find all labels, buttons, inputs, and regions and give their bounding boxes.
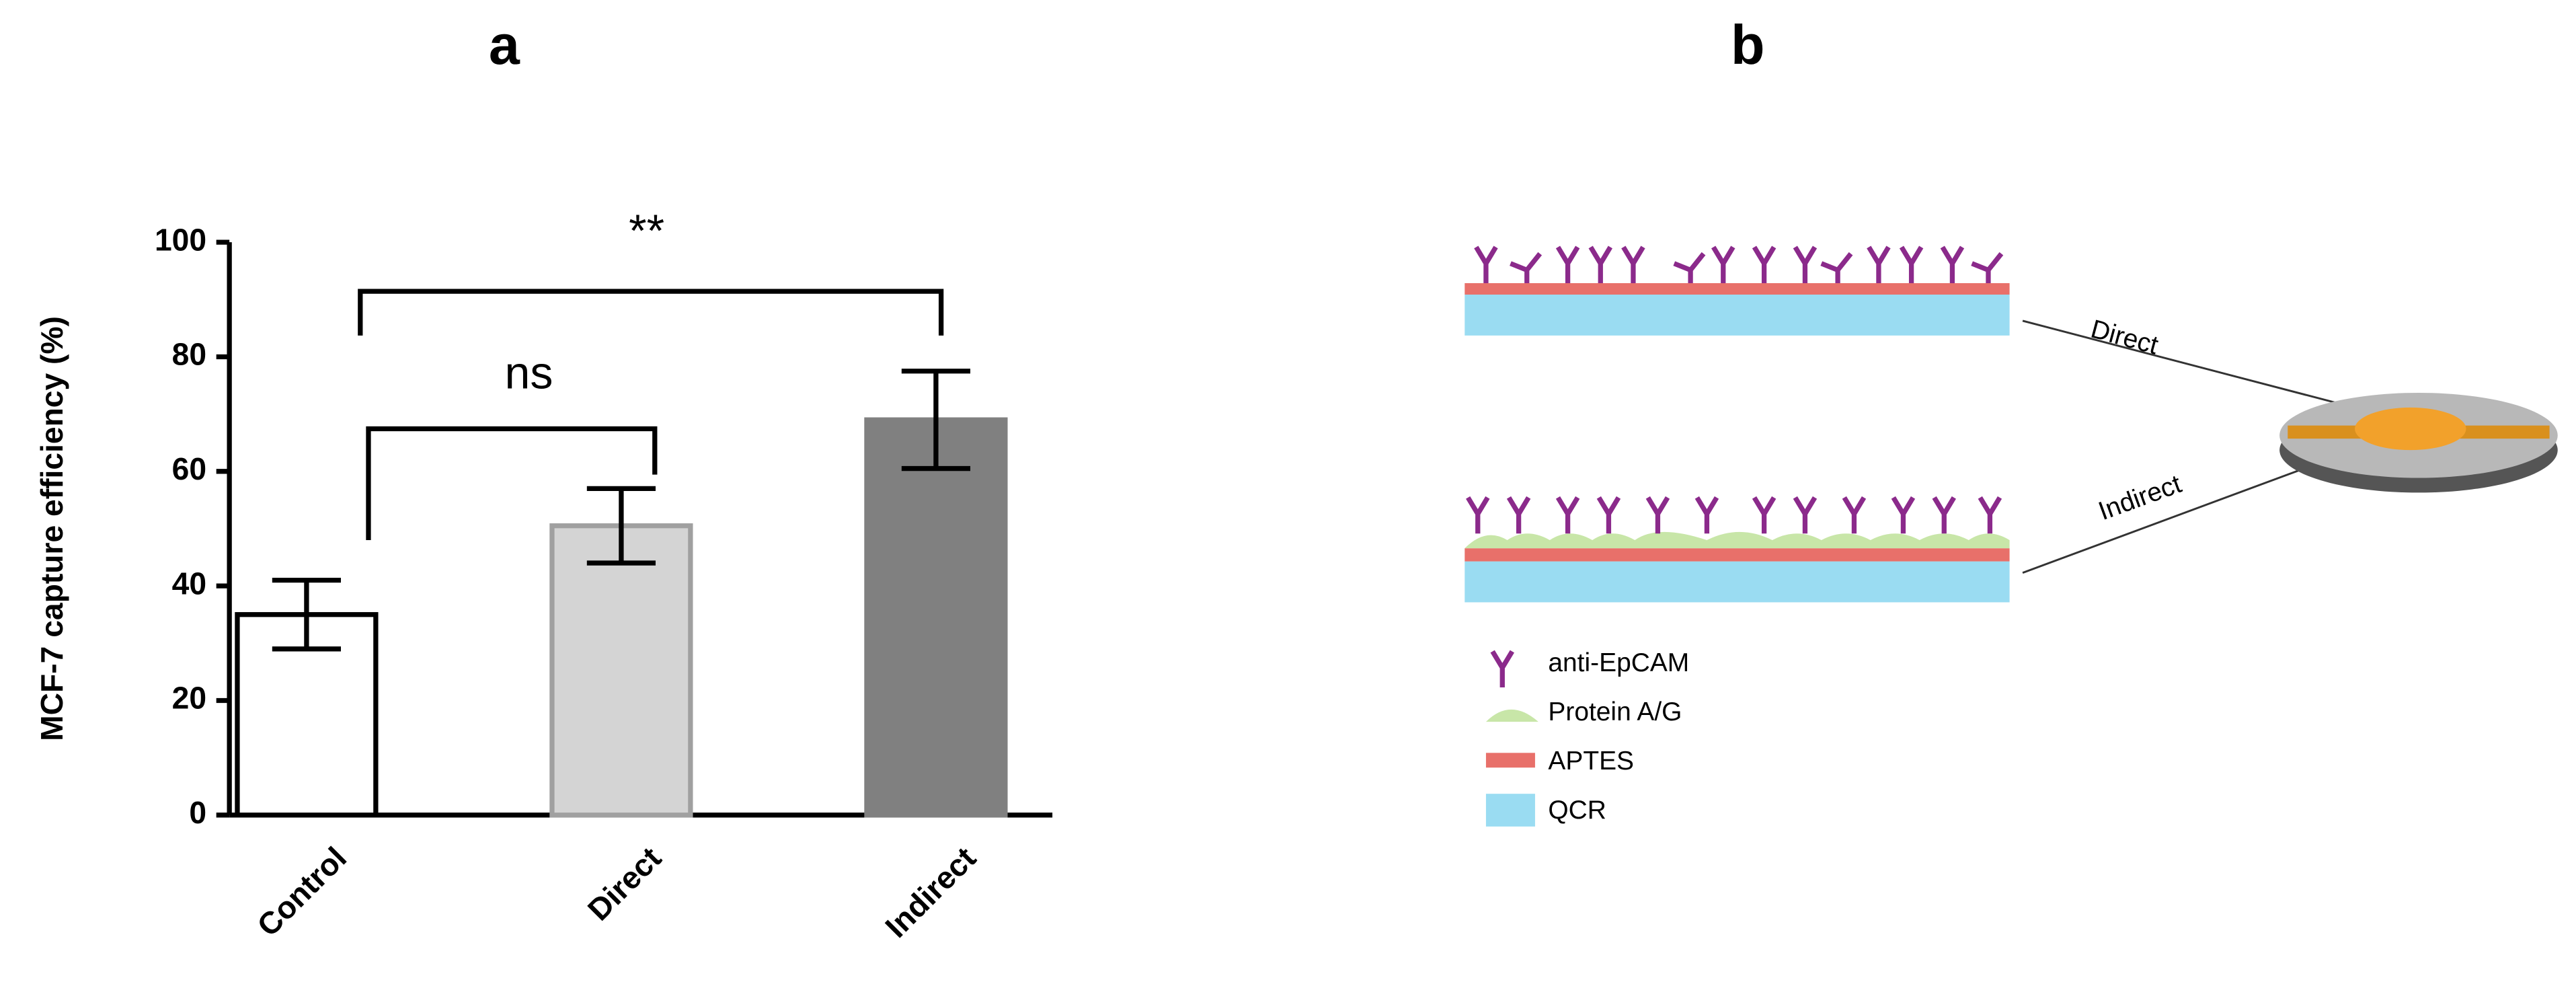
legend-icon: [1485, 794, 1535, 827]
significance-label: ns: [504, 348, 553, 399]
antibody: [1621, 245, 1645, 283]
bracket: [366, 426, 658, 540]
y-axis-label: MCF-7 capture efficiency (%): [34, 316, 69, 741]
error-bar: [901, 369, 971, 471]
qcr-layer: [1465, 561, 2010, 603]
antibody: [1820, 252, 1853, 283]
antibody: [1752, 496, 1777, 534]
antibody: [1474, 245, 1498, 283]
antibody: [1867, 245, 1891, 283]
aptes-layer: [1465, 282, 2010, 295]
electrode: [2355, 407, 2466, 451]
legend-icon: [1485, 709, 1538, 722]
antibody: [1752, 245, 1777, 283]
antibody: [1596, 496, 1621, 534]
y-tick-label: 0: [189, 795, 206, 830]
y-tick-label: 60: [172, 451, 206, 486]
qcr-layer: [1465, 295, 2010, 336]
antibody: [1673, 252, 1706, 283]
bracket: [358, 289, 944, 336]
antibody: [1940, 245, 1965, 283]
legend-icon: [1485, 753, 1535, 768]
error-bar: [586, 486, 656, 566]
legend-label: anti-EpCAM: [1548, 648, 1689, 677]
antibody: [1506, 496, 1531, 534]
antibody: [1555, 496, 1580, 534]
antibody: [1891, 496, 1916, 534]
significance-label: **: [629, 205, 664, 256]
x-tick-label: Direct: [581, 840, 668, 927]
antibody: [1842, 496, 1867, 534]
error-bar: [272, 577, 342, 652]
antibody: [1466, 496, 1490, 534]
y-tick-label: 100: [155, 222, 206, 257]
antibody: [1510, 252, 1543, 283]
panel-label: a: [489, 13, 520, 76]
surface-label: Direct: [2088, 315, 2161, 361]
protein-layer: [1465, 531, 2010, 549]
y-tick-label: 20: [172, 681, 206, 716]
bar: [549, 523, 693, 818]
antibody: [1711, 245, 1735, 283]
antibody: [1793, 245, 1818, 283]
legend-icon: [1490, 650, 1514, 687]
antibody: [1899, 245, 1924, 283]
x-tick-label: Indirect: [878, 840, 982, 944]
antibody: [1694, 496, 1719, 534]
bar: [864, 417, 1008, 818]
y-tick-label: 80: [172, 337, 206, 372]
antibody: [1588, 245, 1612, 283]
aptes-layer: [1465, 548, 2010, 562]
antibody: [1645, 496, 1670, 534]
panel-label: b: [1731, 13, 1765, 76]
diagram: Direct Indirect anti-EpCAM Protein A/G A…: [1465, 245, 2558, 827]
antibody: [1793, 496, 1818, 534]
antibody: [1555, 245, 1580, 283]
antibody: [1932, 496, 1956, 534]
y-tick-label: 40: [172, 566, 206, 601]
antibody: [1971, 252, 2004, 283]
legend-label: QCR: [1548, 796, 1606, 825]
legend-label: Protein A/G: [1548, 697, 1682, 726]
legend-label: APTES: [1548, 747, 1634, 776]
antibody: [1978, 496, 2002, 534]
x-tick-label: Control: [250, 840, 353, 943]
